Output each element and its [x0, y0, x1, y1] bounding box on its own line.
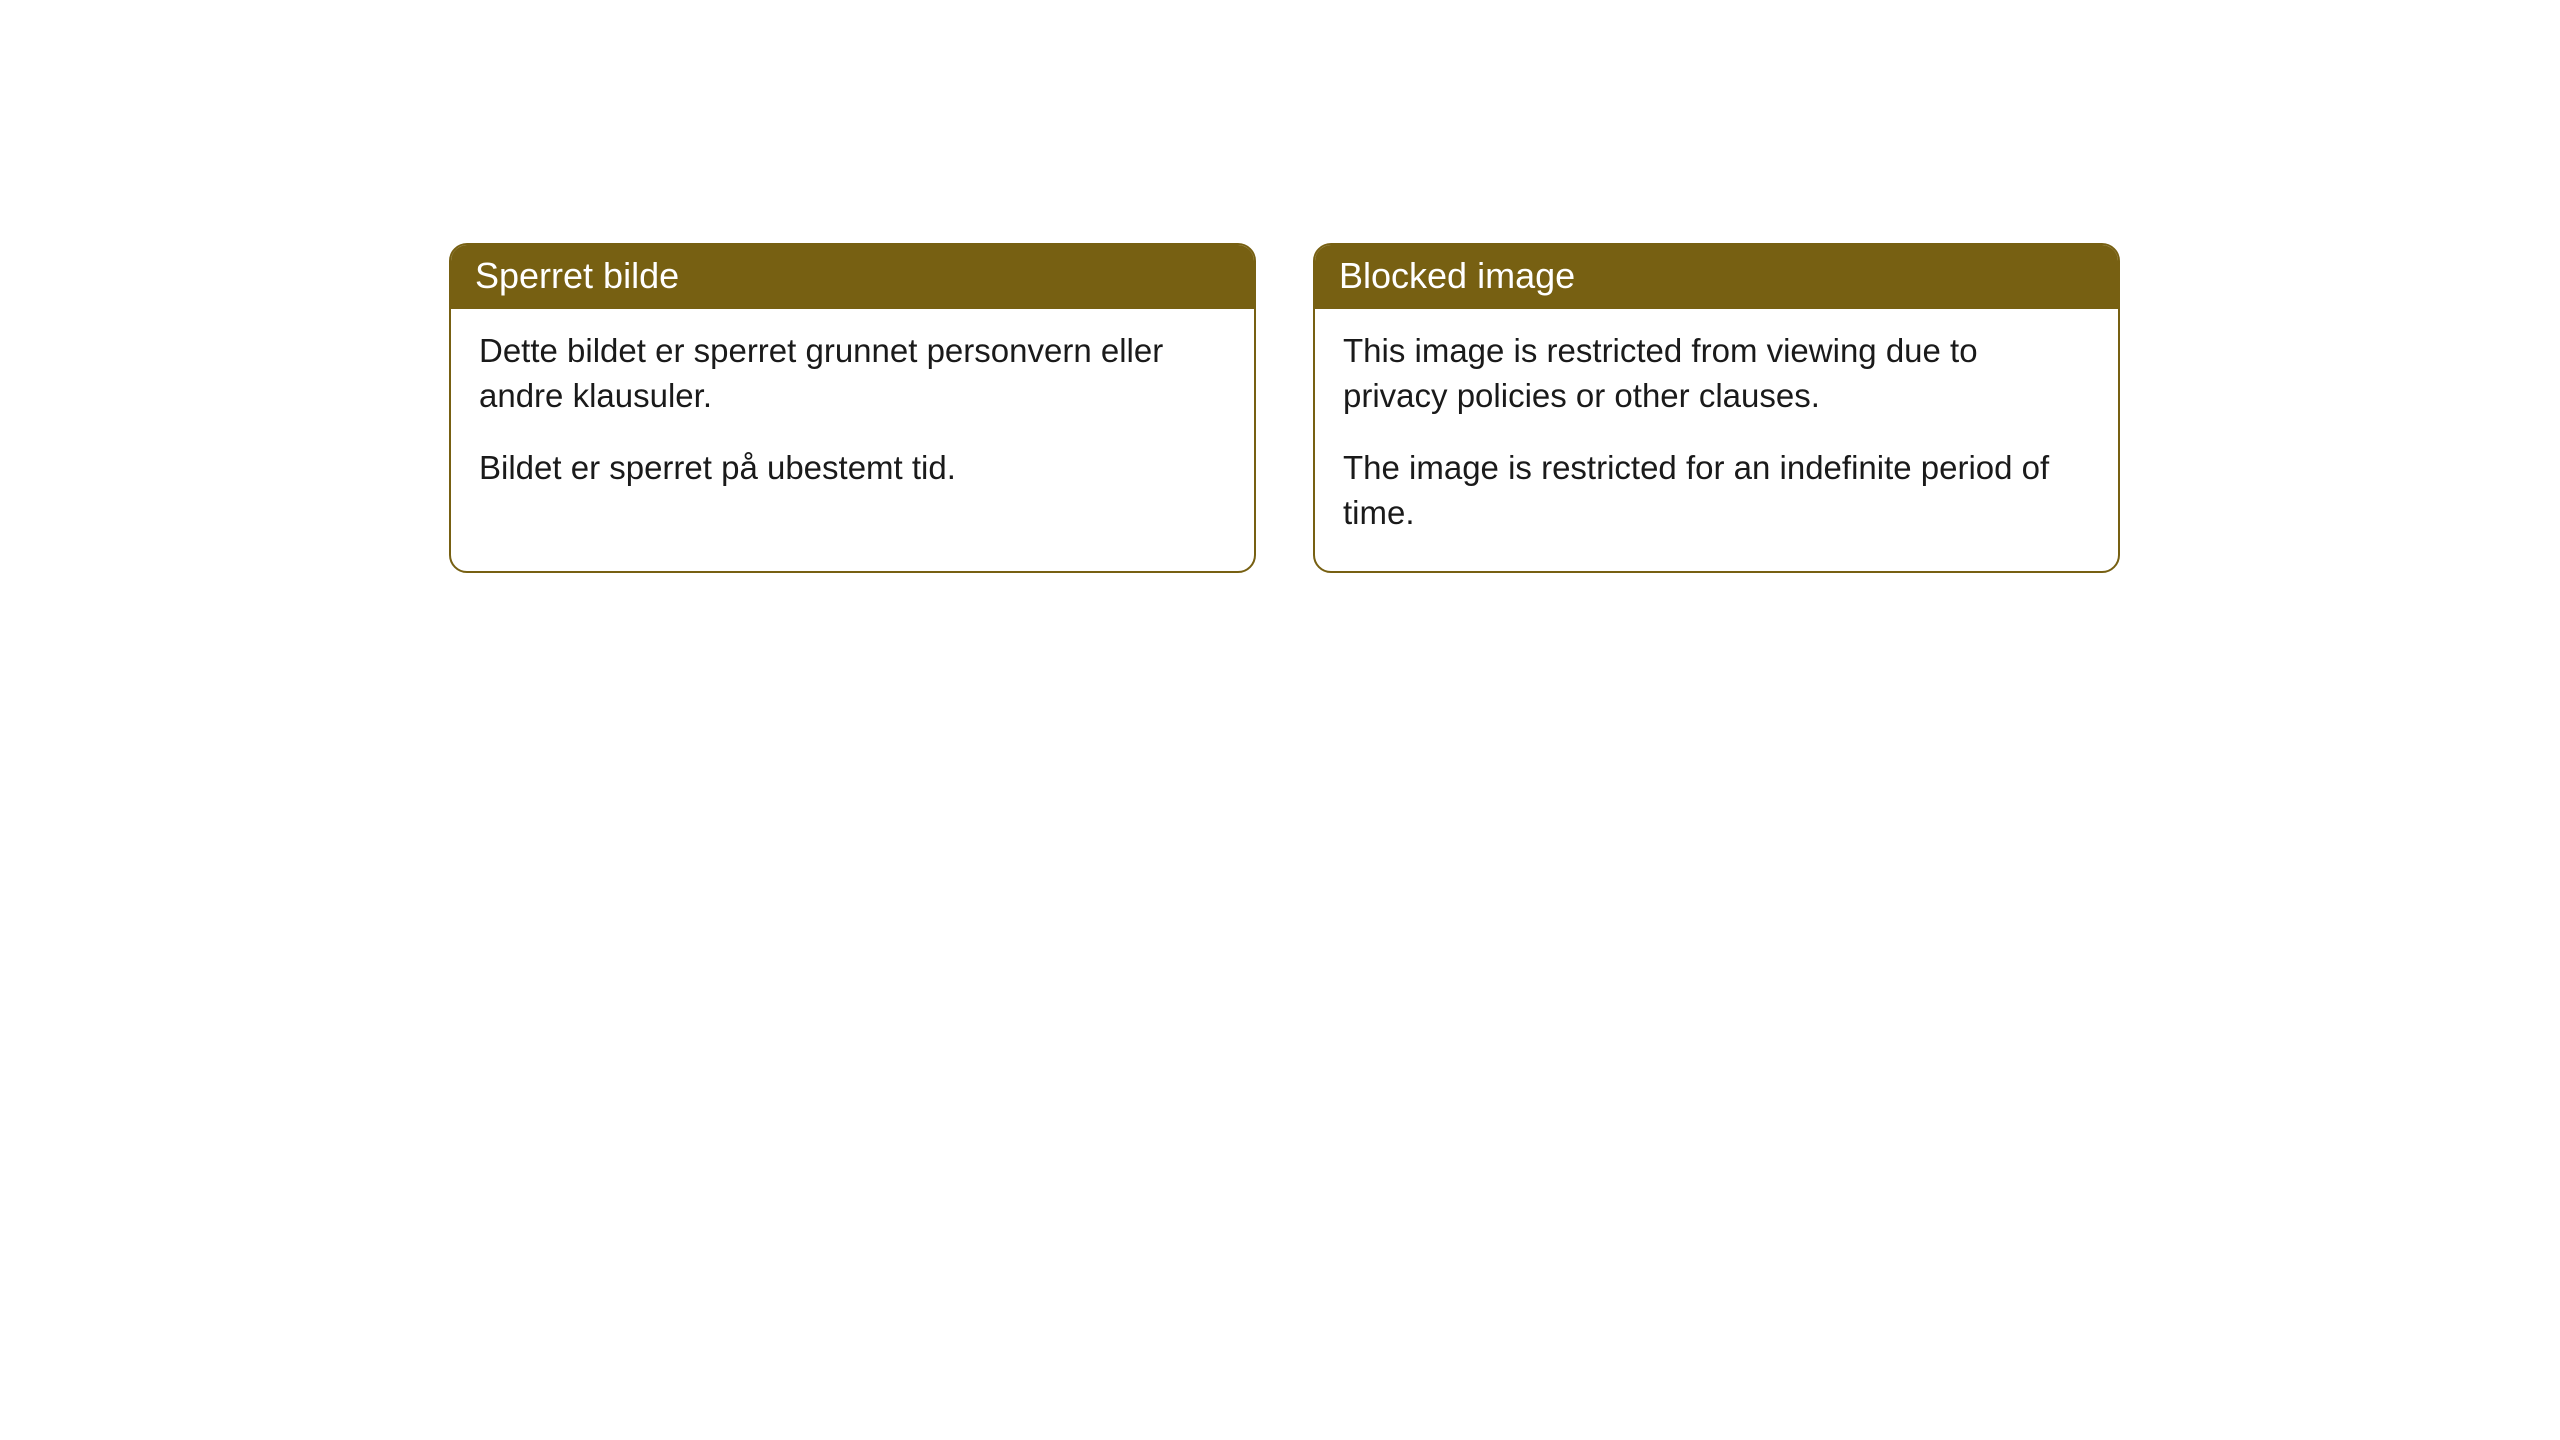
card-paragraph-2: The image is restricted for an indefinit… — [1343, 446, 2090, 535]
card-title: Blocked image — [1339, 255, 1575, 296]
notice-cards-container: Sperret bilde Dette bildet er sperret gr… — [449, 243, 2120, 573]
card-paragraph-1: Dette bildet er sperret grunnet personve… — [479, 329, 1226, 418]
blocked-image-card-english: Blocked image This image is restricted f… — [1313, 243, 2120, 573]
card-header: Sperret bilde — [451, 245, 1254, 309]
card-paragraph-1: This image is restricted from viewing du… — [1343, 329, 2090, 418]
card-header: Blocked image — [1315, 245, 2118, 309]
card-body: This image is restricted from viewing du… — [1315, 309, 2118, 571]
card-title: Sperret bilde — [475, 255, 679, 296]
blocked-image-card-norwegian: Sperret bilde Dette bildet er sperret gr… — [449, 243, 1256, 573]
card-paragraph-2: Bildet er sperret på ubestemt tid. — [479, 446, 1226, 491]
card-body: Dette bildet er sperret grunnet personve… — [451, 309, 1254, 527]
